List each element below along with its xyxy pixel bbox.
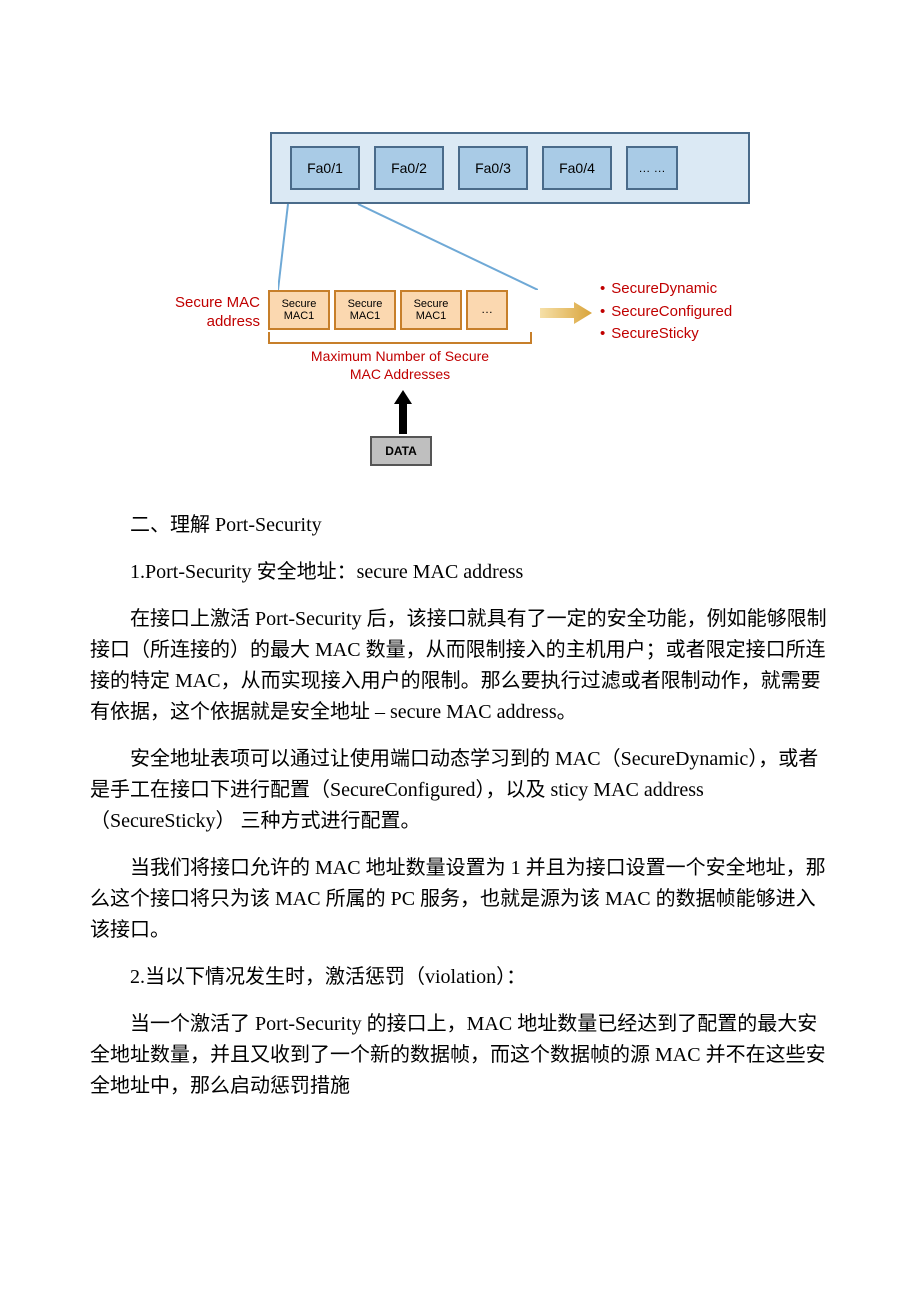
data-box: DATA bbox=[370, 436, 432, 466]
subheading-2: 2.当以下情况发生时，激活惩罚（violation）： bbox=[90, 962, 830, 993]
arrow-up-icon bbox=[394, 390, 412, 434]
secure-mac-box-3: SecureMAC1 bbox=[400, 290, 462, 330]
bullet-secure-dynamic: •SecureDynamic bbox=[600, 278, 732, 301]
switch-chassis: Fa0/1 Fa0/2 Fa0/3 Fa0/4 … … bbox=[270, 132, 750, 204]
secure-mac-label: Secure MAC address bbox=[130, 294, 260, 332]
max-addresses-label: Maximum Number of Secure MAC Addresses bbox=[270, 348, 530, 383]
port-security-diagram: Fa0/1 Fa0/2 Fa0/3 Fa0/4 … … Secure MAC a… bbox=[140, 120, 780, 480]
secure-mac-label-l1: Secure MAC bbox=[175, 294, 260, 311]
section-heading: 二、理解 Port-Security bbox=[90, 510, 830, 541]
paragraph-4: 当一个激活了 Port-Security 的接口上，MAC 地址数量已经达到了配… bbox=[90, 1009, 830, 1102]
secure-mac-label-l2: address bbox=[207, 313, 260, 330]
projection-lines bbox=[278, 204, 538, 290]
document-body: 二、理解 Port-Security 1.Port-Security 安全地址：… bbox=[90, 510, 830, 1102]
secure-mac-box-more: … bbox=[466, 290, 508, 330]
paragraph-3: 当我们将接口允许的 MAC 地址数量设置为 1 并且为接口设置一个安全地址，那么… bbox=[90, 853, 830, 946]
port-fa02: Fa0/2 bbox=[374, 146, 444, 190]
port-fa04: Fa0/4 bbox=[542, 146, 612, 190]
mac-type-bullets: •SecureDynamic •SecureConfigured •Secure… bbox=[600, 278, 732, 346]
paragraph-2: 安全地址表项可以通过让使用端口动态学习到的 MAC（SecureDynamic）… bbox=[90, 744, 830, 837]
arrow-right-icon bbox=[540, 302, 592, 324]
max-label-l1: Maximum Number of Secure bbox=[311, 348, 489, 364]
max-label-l2: MAC Addresses bbox=[350, 366, 450, 382]
port-fa01: Fa0/1 bbox=[290, 146, 360, 190]
subheading-1: 1.Port-Security 安全地址：secure MAC address bbox=[90, 557, 830, 588]
range-bracket bbox=[268, 332, 532, 344]
secure-mac-box-1: SecureMAC1 bbox=[268, 290, 330, 330]
paragraph-1: 在接口上激活 Port-Security 后，该接口就具有了一定的安全功能，例如… bbox=[90, 604, 830, 728]
bullet-secure-configured: •SecureConfigured bbox=[600, 301, 732, 324]
secure-mac-boxes: SecureMAC1 SecureMAC1 SecureMAC1 … bbox=[268, 290, 508, 330]
port-fa03: Fa0/3 bbox=[458, 146, 528, 190]
secure-mac-box-2: SecureMAC1 bbox=[334, 290, 396, 330]
port-more: … … bbox=[626, 146, 678, 190]
bullet-secure-sticky: •SecureSticky bbox=[600, 323, 732, 346]
